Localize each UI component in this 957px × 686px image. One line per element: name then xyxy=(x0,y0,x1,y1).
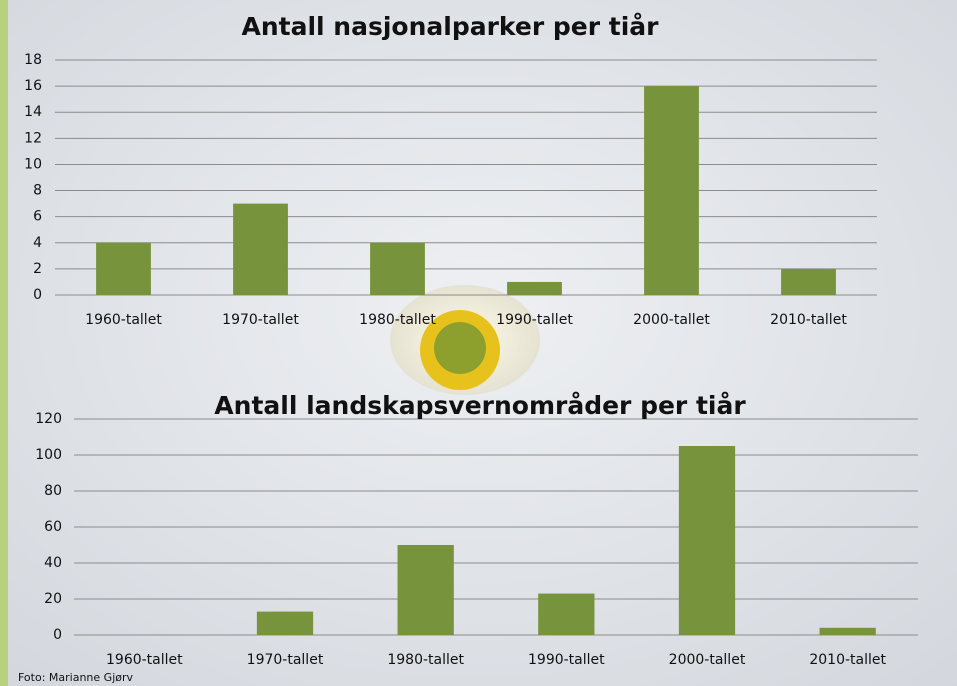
x-tick-label: 1980-tallet xyxy=(359,312,436,328)
y-tick-label: 120 xyxy=(35,411,62,427)
x-tick-label: 1960-tallet xyxy=(106,652,183,668)
bar xyxy=(233,204,288,295)
bar xyxy=(679,446,735,635)
x-tick-label: 1970-tallet xyxy=(222,312,299,328)
x-tick-label: 1970-tallet xyxy=(247,652,324,668)
x-tick-label: 1990-tallet xyxy=(496,312,573,328)
y-tick-label: 10 xyxy=(24,156,42,172)
x-tick-label: 2000-tallet xyxy=(669,652,746,668)
bar xyxy=(820,628,876,635)
y-tick-label: 8 xyxy=(33,183,42,199)
y-tick-label: 80 xyxy=(44,483,62,499)
flower-photo xyxy=(390,285,540,395)
y-tick-label: 4 xyxy=(33,235,42,251)
chart-title: Antall nasjonalparker per tiår xyxy=(242,12,660,41)
y-tick-label: 40 xyxy=(44,555,62,571)
y-tick-label: 12 xyxy=(24,130,42,146)
bar xyxy=(644,86,699,295)
chart-title: Antall landskapsvernområder per tiår xyxy=(214,391,746,420)
y-tick-label: 18 xyxy=(24,52,42,68)
x-tick-label: 2010-tallet xyxy=(809,652,886,668)
x-tick-label: 1960-tallet xyxy=(85,312,162,328)
y-tick-label: 0 xyxy=(33,287,42,303)
bar xyxy=(370,243,425,295)
bar xyxy=(96,243,151,295)
x-tick-label: 2010-tallet xyxy=(770,312,847,328)
y-tick-label: 20 xyxy=(44,591,62,607)
bar xyxy=(507,282,562,295)
left-border xyxy=(0,0,8,686)
bar xyxy=(538,594,594,635)
page: Foto: Marianne Gjørv 0 2 4 6 8 10 12 14 16 18 1960… xyxy=(0,0,957,686)
y-tick-label: 6 xyxy=(33,209,42,225)
bar xyxy=(781,269,836,295)
y-tick-label: 0 xyxy=(53,627,62,643)
y-tick-label: 100 xyxy=(35,447,62,463)
x-tick-label: 1990-tallet xyxy=(528,652,605,668)
bar xyxy=(257,612,313,635)
y-tick-label: 60 xyxy=(44,519,62,535)
y-tick-label: 14 xyxy=(24,104,42,120)
y-tick-label: 16 xyxy=(24,78,42,94)
photo-credit: Foto: Marianne Gjørv xyxy=(18,671,134,684)
x-tick-label: 2000-tallet xyxy=(633,312,710,328)
y-tick-label: 2 xyxy=(33,261,42,277)
x-tick-label: 1980-tallet xyxy=(387,652,464,668)
bar xyxy=(398,545,454,635)
